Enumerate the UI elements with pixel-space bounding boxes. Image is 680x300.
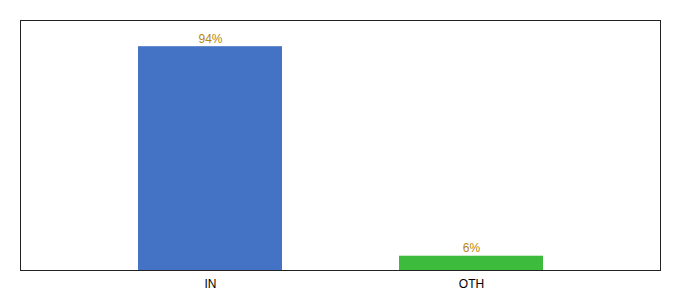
svg-text:94%: 94% <box>198 32 222 46</box>
svg-text:OTH: OTH <box>459 277 484 291</box>
svg-text:6%: 6% <box>463 241 481 255</box>
svg-text:IN: IN <box>205 277 217 291</box>
